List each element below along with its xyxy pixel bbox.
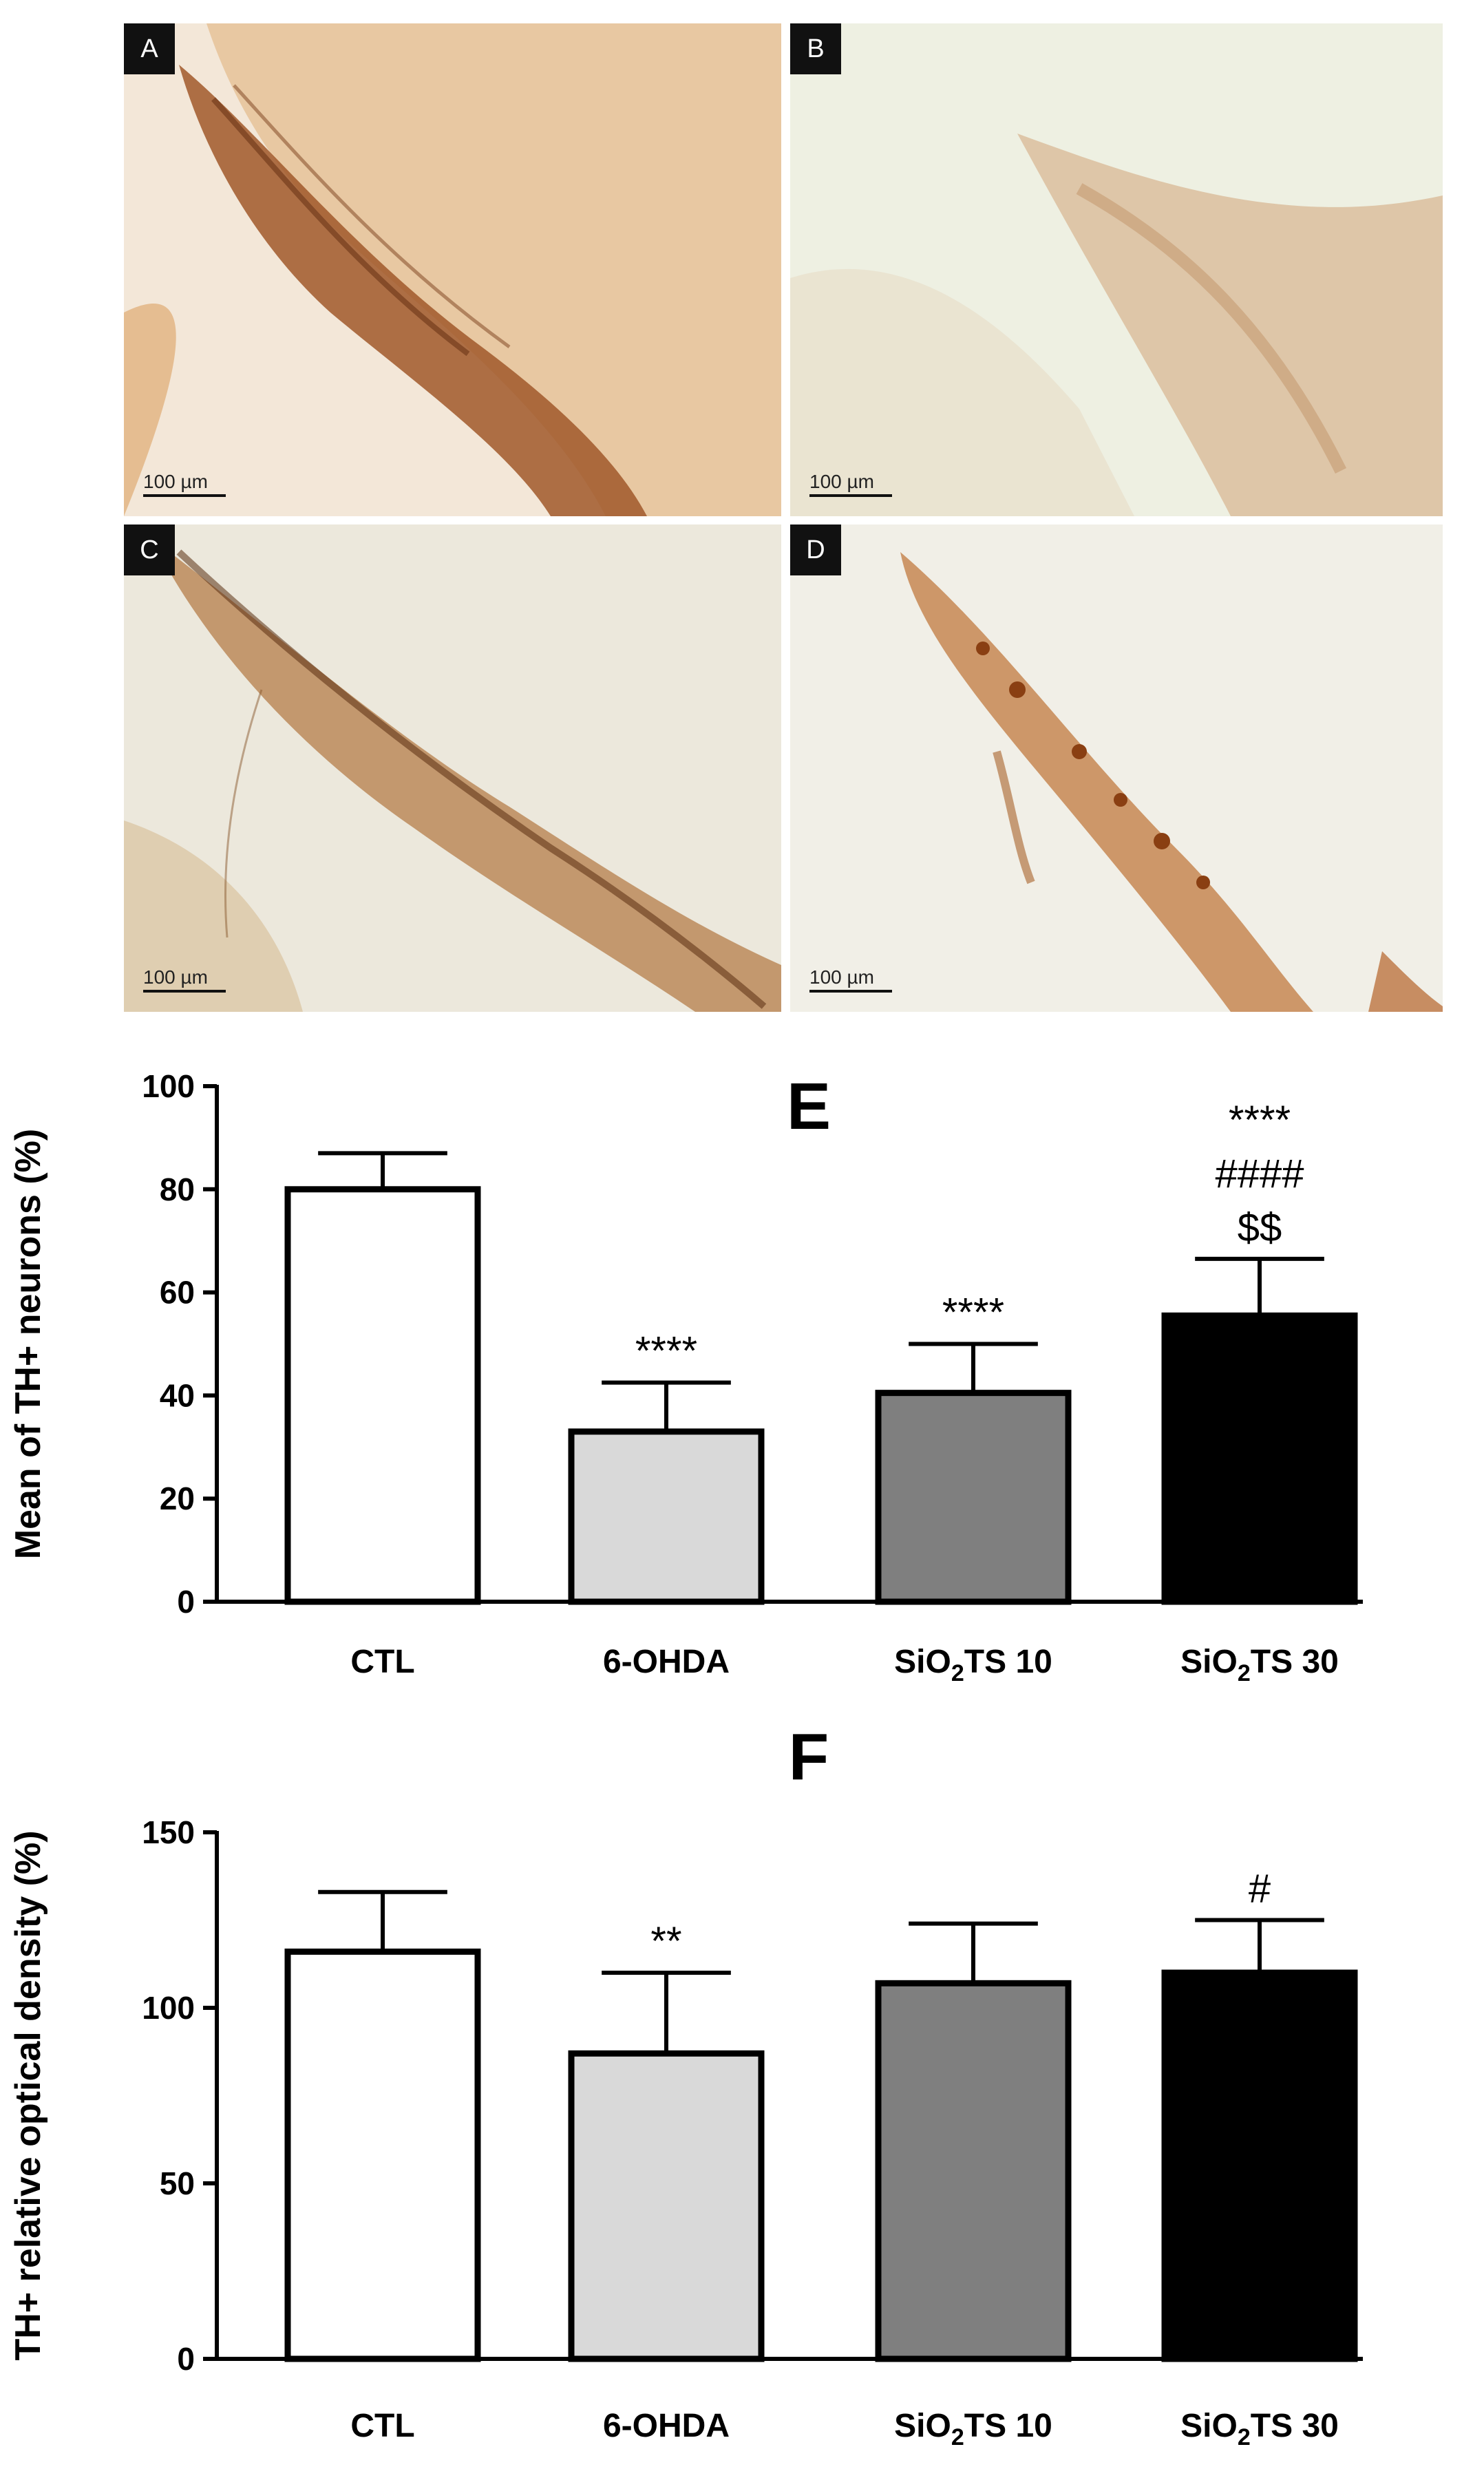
bar-1	[568, 2050, 765, 2362]
y-axis-label: TH+ relative optical density (%)	[8, 1830, 48, 2360]
micrograph-c: C 100 µm	[124, 524, 781, 1012]
category-label-0: CTL	[350, 1644, 414, 1680]
panel-letter-c: C	[124, 524, 175, 575]
micrograph-b-image	[790, 23, 1443, 516]
y-tick-label-0: 0	[177, 2341, 195, 2377]
scale-bar-a: 100 µm	[143, 471, 226, 497]
scale-bar-b: 100 µm	[809, 471, 892, 497]
significance-marker-3-1: ####	[1215, 1152, 1304, 1196]
significance-marker-3-2: $$	[1238, 1205, 1282, 1250]
significance-marker-3-0: ****	[1229, 1098, 1291, 1143]
micrograph-d-image	[790, 524, 1443, 1012]
y-tick-label-1: 20	[160, 1481, 195, 1516]
panel-label: F	[789, 1728, 829, 1794]
micrograph-d: D 100 µm	[790, 524, 1443, 1012]
category-label-1: 6-OHDA	[603, 1644, 730, 1680]
bar-3	[1161, 1969, 1358, 2362]
y-tick-label-3: 60	[160, 1275, 195, 1311]
category-label-3: SiO2TS 30	[1180, 1644, 1339, 1686]
y-tick-label-2: 100	[142, 1990, 195, 2026]
category-label-2: SiO2TS 10	[894, 1644, 1052, 1686]
significance-marker-1-0: **	[650, 1919, 681, 1964]
y-tick-label-1: 50	[160, 2165, 195, 2201]
scale-line-d	[809, 990, 892, 993]
micrograph-c-image	[124, 524, 781, 1012]
micrograph-a-image	[124, 23, 781, 516]
significance-marker-1-0: ****	[635, 1329, 697, 1374]
panel-letter-a: A	[124, 23, 175, 74]
chart-e: 0 20 40 60 80 100 Mean of TH+ neurons (%) E CTL 6…	[8, 1068, 1363, 1686]
significance-marker-3-0: #	[1249, 1867, 1271, 1911]
bar-2	[875, 1390, 1072, 1605]
scale-line-b	[809, 494, 892, 497]
scale-bar-d: 100 µm	[809, 966, 892, 993]
micrograph-a: A 100 µm	[124, 23, 781, 516]
panel-letter-b: B	[790, 23, 841, 74]
micrograph-b: B 100 µm	[790, 23, 1443, 516]
scale-label-b: 100 µm	[809, 471, 874, 492]
bar-2	[875, 1980, 1072, 2362]
bar-0	[284, 1186, 481, 1605]
panel-letter-d: D	[790, 524, 841, 575]
bar-1	[568, 1428, 765, 1605]
scale-label-d: 100 µm	[809, 966, 874, 988]
category-label-3: SiO2TS 30	[1180, 2408, 1339, 2450]
scale-line-a	[143, 494, 226, 497]
y-tick-label-0: 0	[177, 1584, 195, 1620]
significance-marker-2-0: ****	[942, 1291, 1004, 1335]
chart-f: 0 50 100 150 TH+ relative optical density (%…	[8, 1728, 1363, 2450]
y-tick-label-4: 80	[160, 1172, 195, 1207]
bar-0	[284, 1948, 481, 2362]
bar-3	[1161, 1312, 1358, 1605]
category-label-0: CTL	[350, 2408, 414, 2444]
y-tick-label-3: 150	[142, 1814, 195, 1850]
category-label-2: SiO2TS 10	[894, 2408, 1052, 2450]
panel-label: E	[787, 1070, 831, 1143]
y-tick-label-2: 40	[160, 1377, 195, 1413]
scale-label-c: 100 µm	[143, 966, 208, 988]
y-axis-label: Mean of TH+ neurons (%)	[8, 1129, 48, 1559]
scale-bar-c: 100 µm	[143, 966, 226, 993]
category-label-1: 6-OHDA	[603, 2408, 730, 2444]
scale-line-c	[143, 990, 226, 993]
y-tick-label-5: 100	[142, 1068, 195, 1104]
scale-label-a: 100 µm	[143, 471, 208, 492]
